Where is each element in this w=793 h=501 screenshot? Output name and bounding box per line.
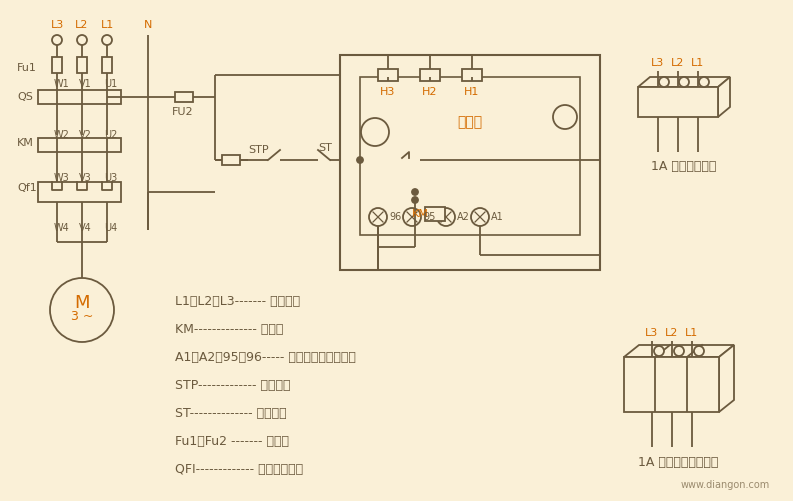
Text: L1: L1 <box>685 328 699 338</box>
Bar <box>360 77 580 235</box>
Text: A1、A2、95、96----- 保护器接线端子号码: A1、A2、95、96----- 保护器接线端子号码 <box>175 351 356 364</box>
Text: 96: 96 <box>389 212 401 222</box>
Circle shape <box>553 105 577 129</box>
Polygon shape <box>718 77 730 117</box>
Circle shape <box>679 77 689 87</box>
Text: H3: H3 <box>381 87 396 97</box>
Text: U1: U1 <box>104 79 117 89</box>
Text: W3: W3 <box>54 173 70 183</box>
Bar <box>624 357 719 412</box>
Bar <box>340 55 600 270</box>
Text: A1: A1 <box>491 212 504 222</box>
Circle shape <box>654 346 664 356</box>
Text: Fu1、Fu2 ------- 燕断器: Fu1、Fu2 ------- 燕断器 <box>175 435 289 448</box>
Circle shape <box>403 208 421 226</box>
Bar <box>378 69 398 81</box>
Text: A2: A2 <box>457 212 470 222</box>
Polygon shape <box>638 77 730 87</box>
Circle shape <box>77 35 87 45</box>
Circle shape <box>674 346 684 356</box>
Bar <box>403 184 427 200</box>
Text: 1A 以上一次穿心: 1A 以上一次穿心 <box>651 160 717 173</box>
Bar <box>38 182 121 202</box>
Text: 1A 以下各相三次穿心: 1A 以下各相三次穿心 <box>638 455 718 468</box>
Text: STP: STP <box>248 145 269 155</box>
Text: 95: 95 <box>423 212 435 222</box>
Circle shape <box>659 77 669 87</box>
Bar <box>38 90 121 104</box>
Bar <box>222 155 240 165</box>
Text: www.diangon.com: www.diangon.com <box>680 480 770 490</box>
Text: W4: W4 <box>54 223 70 233</box>
Text: STP------------- 停止按鈕: STP------------- 停止按鈕 <box>175 379 290 392</box>
Text: W2: W2 <box>54 130 70 140</box>
Polygon shape <box>624 345 734 357</box>
Circle shape <box>412 189 418 195</box>
Text: ST: ST <box>318 143 332 153</box>
Text: V3: V3 <box>79 173 92 183</box>
Text: L2: L2 <box>75 20 89 30</box>
Circle shape <box>369 208 387 226</box>
Text: Fu1: Fu1 <box>17 63 37 73</box>
Bar <box>462 69 482 81</box>
Text: FU2: FU2 <box>172 107 193 117</box>
Circle shape <box>102 35 112 45</box>
Bar <box>38 138 121 152</box>
Circle shape <box>50 278 114 342</box>
Circle shape <box>699 77 709 87</box>
Text: U4: U4 <box>104 223 117 233</box>
Text: V4: V4 <box>79 223 92 233</box>
Circle shape <box>471 208 489 226</box>
Circle shape <box>52 35 62 45</box>
Text: QS: QS <box>17 92 33 102</box>
Text: 3 ~: 3 ~ <box>71 311 94 324</box>
Text: L3: L3 <box>646 328 659 338</box>
Circle shape <box>694 346 704 356</box>
Text: L3: L3 <box>51 20 63 30</box>
Circle shape <box>361 118 389 146</box>
Text: H2: H2 <box>422 87 438 97</box>
Circle shape <box>357 157 363 163</box>
Text: KM-------------- 接触器: KM-------------- 接触器 <box>175 323 283 336</box>
Text: QFI------------- 电动机保护器: QFI------------- 电动机保护器 <box>175 463 303 476</box>
Text: L2: L2 <box>672 58 684 68</box>
Bar <box>638 87 718 117</box>
Text: H1: H1 <box>465 87 480 97</box>
Text: V1: V1 <box>79 79 92 89</box>
Text: L3: L3 <box>651 58 665 68</box>
Bar <box>102 57 112 73</box>
Bar <box>175 92 193 102</box>
Text: Qf1: Qf1 <box>17 183 36 193</box>
Polygon shape <box>719 345 734 412</box>
Bar <box>420 69 440 81</box>
Text: U3: U3 <box>104 173 117 183</box>
Text: U2: U2 <box>104 130 117 140</box>
Text: KM: KM <box>412 209 428 219</box>
Text: 保护器: 保护器 <box>458 115 483 129</box>
Text: W1: W1 <box>54 79 70 89</box>
Text: L2: L2 <box>665 328 679 338</box>
Text: V2: V2 <box>79 130 92 140</box>
Circle shape <box>437 208 455 226</box>
Text: N: N <box>144 20 152 30</box>
Text: L1: L1 <box>691 58 705 68</box>
Text: L1、L2、L3------- 三相电源: L1、L2、L3------- 三相电源 <box>175 295 300 308</box>
Text: ST-------------- 启动按鈕: ST-------------- 启动按鈕 <box>175 407 286 420</box>
Text: L1: L1 <box>101 20 113 30</box>
Bar <box>425 207 445 221</box>
Text: KM: KM <box>17 138 34 148</box>
Bar <box>52 57 62 73</box>
Bar <box>77 57 87 73</box>
Circle shape <box>412 197 418 203</box>
Text: M: M <box>75 294 90 312</box>
